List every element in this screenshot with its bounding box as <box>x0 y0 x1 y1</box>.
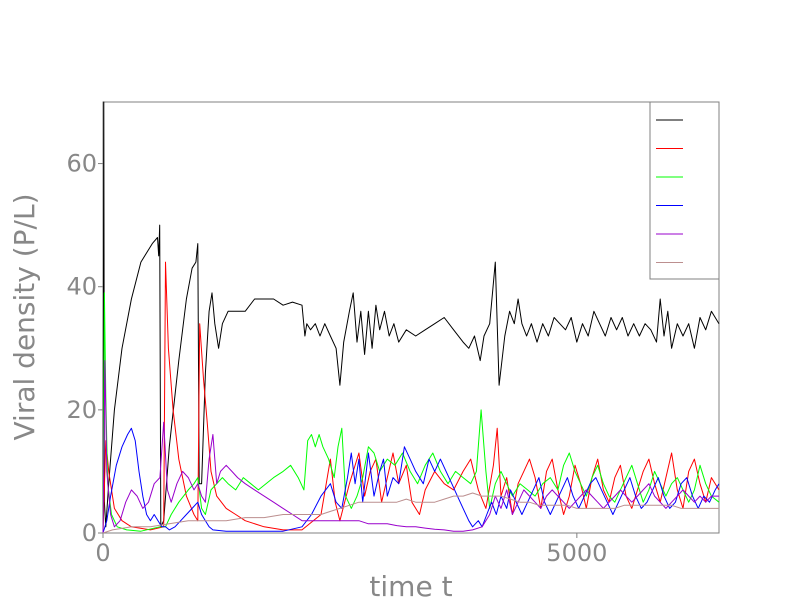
y-tick-label: 40 <box>66 273 97 301</box>
series-line-2 <box>102 261 720 534</box>
series-line-6 <box>102 492 719 534</box>
axis-layer: 0 20 40 60 0 5000 <box>66 150 607 567</box>
x-tick-label: 5000 <box>546 539 607 567</box>
legend-box <box>649 101 720 280</box>
series-layer <box>102 101 720 534</box>
series-line-1 <box>102 101 720 534</box>
y-axis-label: Viral density (P/L) <box>8 194 41 441</box>
y-tick-label: 0 <box>82 519 97 547</box>
series-line-4 <box>102 427 720 534</box>
y-tick-label: 60 <box>66 150 97 178</box>
series-line-5 <box>102 360 719 534</box>
x-tick-label: 0 <box>95 539 110 567</box>
x-axis-label: time t <box>369 570 452 603</box>
y-tick-label: 20 <box>66 396 97 424</box>
legend <box>649 101 720 280</box>
plot-area-frame <box>102 101 720 534</box>
series-line-3 <box>102 292 720 534</box>
